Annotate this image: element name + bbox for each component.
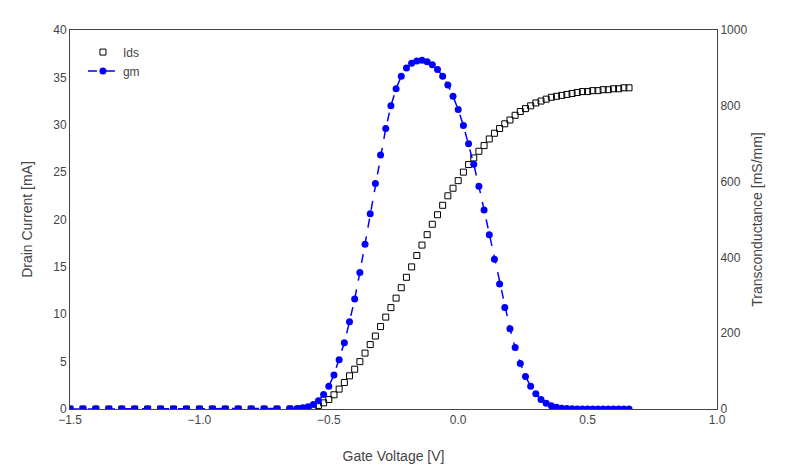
svg-text:0.0: 0.0 (450, 413, 467, 427)
svg-text:20: 20 (53, 213, 67, 227)
svg-text:Drain Current [mA]: Drain Current [mA] (19, 161, 35, 278)
svg-text:15: 15 (53, 260, 67, 274)
svg-text:35: 35 (53, 71, 67, 85)
svg-text:10: 10 (53, 307, 67, 321)
svg-text:5: 5 (60, 355, 67, 369)
svg-text:0: 0 (720, 402, 727, 416)
svg-text:600: 600 (720, 175, 740, 189)
svg-text:800: 800 (720, 99, 740, 113)
svg-text:0.5: 0.5 (579, 413, 596, 427)
svg-text:200: 200 (720, 326, 740, 340)
svg-text:1000: 1000 (720, 23, 747, 37)
svg-text:gm: gm (123, 65, 140, 79)
svg-text:Gate Voltage [V]: Gate Voltage [V] (343, 448, 445, 464)
svg-text:30: 30 (53, 118, 67, 132)
svg-text:0: 0 (60, 402, 67, 416)
svg-text:1.0: 1.0 (709, 413, 726, 427)
svg-text:−1.0: −1.0 (188, 413, 212, 427)
svg-text:−0.5: −0.5 (317, 413, 341, 427)
svg-text:400: 400 (720, 251, 740, 265)
svg-text:Transconductance [mS/mm]: Transconductance [mS/mm] (749, 132, 765, 307)
svg-text:Ids: Ids (123, 46, 139, 60)
svg-text:−1.5: −1.5 (58, 413, 82, 427)
svg-text:25: 25 (53, 165, 67, 179)
svg-text:40: 40 (53, 23, 67, 37)
